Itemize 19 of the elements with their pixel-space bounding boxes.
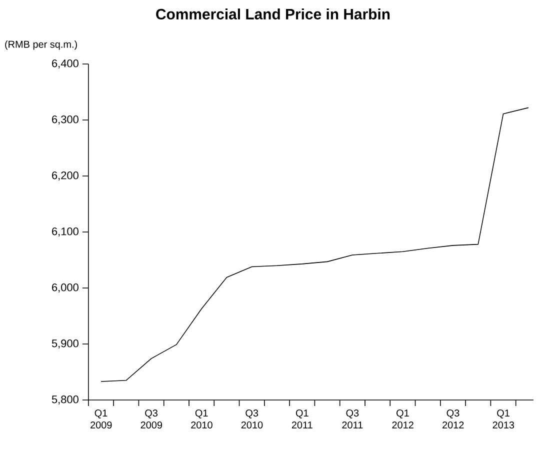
x-tick-label: Q3 2010: [241, 410, 263, 429]
x-tick-label: Q1 2011: [292, 410, 312, 429]
x-tick-label: Q1 2012: [392, 410, 414, 429]
y-tick-label: 6,300: [52, 115, 78, 125]
y-axis-title: (RMB per sq.m.): [5, 40, 77, 50]
x-tick-label: Q1 2010: [191, 410, 212, 429]
y-tick-label: 6,200: [52, 171, 78, 181]
line-series: [100, 107, 529, 382]
x-tick-label: Q3 2012: [442, 410, 464, 429]
y-tick-label: 6,400: [52, 59, 78, 69]
y-tick-label: 6,100: [52, 227, 78, 237]
y-tick-label: 5,900: [52, 339, 78, 349]
chart-title: Commercial Land Price in Harbin: [156, 8, 390, 20]
y-tick-label: 6,000: [52, 283, 78, 293]
x-tick-label: Q1 2013: [492, 410, 514, 429]
y-tick-label: 5,800: [52, 395, 78, 405]
x-tick-label: Q3 2011: [342, 410, 363, 429]
x-tick-label: Q1 2009: [90, 410, 112, 429]
x-tick-label: Q3 2009: [140, 410, 162, 429]
